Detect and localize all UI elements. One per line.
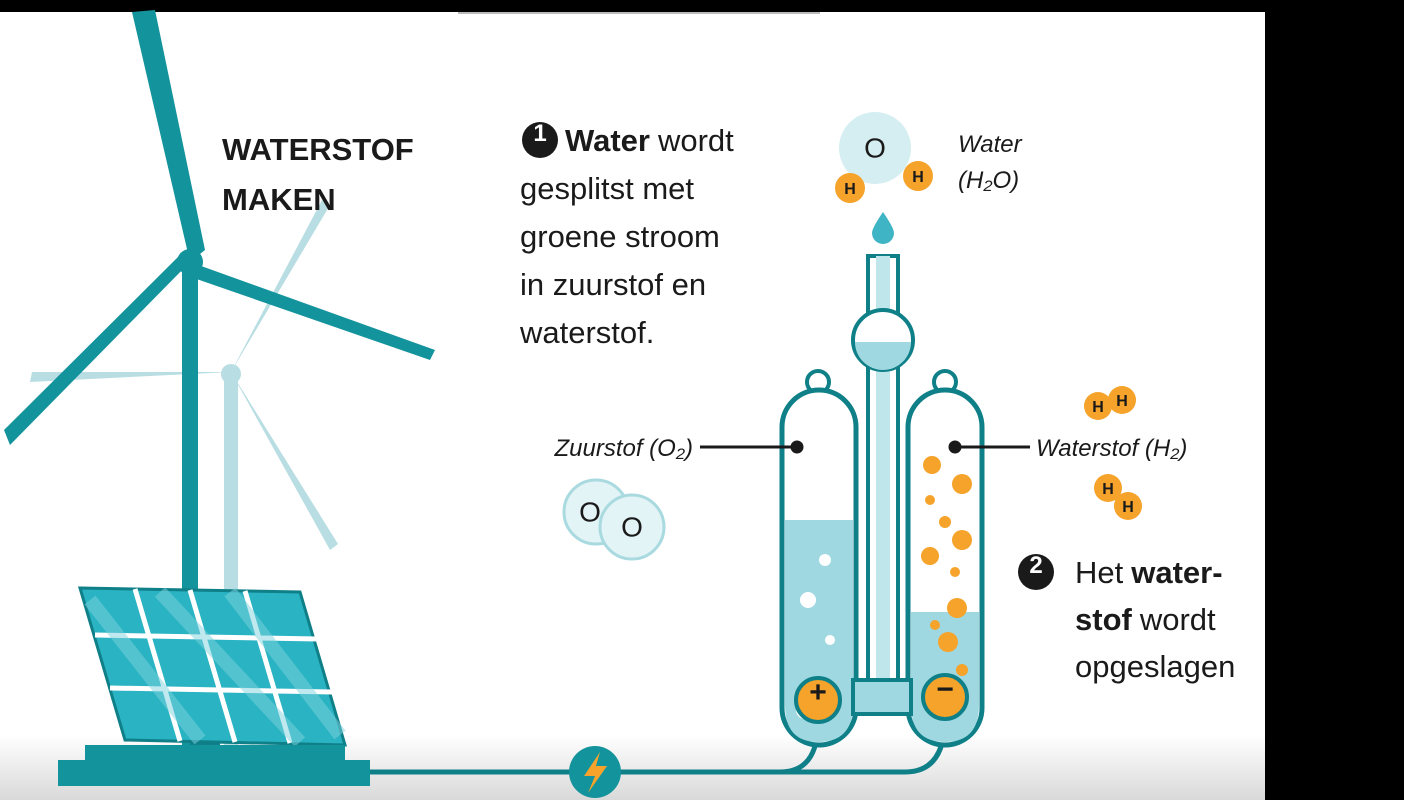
atom: H <box>912 169 924 186</box>
atom: H <box>844 181 856 198</box>
electrolyzer-part-part <box>805 473 819 487</box>
step-text: groene stroom <box>520 219 720 254</box>
water-formula: (H₂O) <box>958 167 1019 194</box>
electrolyzer-part-part <box>952 530 972 550</box>
step-text: wordt <box>1139 602 1216 637</box>
electrolyzer-part-part <box>925 495 935 505</box>
step-line: opgeslagen <box>1075 649 1235 684</box>
step-line: in zuurstof en <box>520 267 706 302</box>
electrolyzer-part-part <box>821 431 839 449</box>
step-line: waterstof. <box>519 315 654 350</box>
atom: H <box>1092 399 1104 416</box>
electrolyzer-part-part <box>800 592 816 608</box>
step-text: water- <box>1130 555 1222 590</box>
electrolyzer-part <box>853 680 911 714</box>
step-text: Water <box>565 123 650 158</box>
electrolyzer-part-part <box>950 567 960 577</box>
step-text: opgeslagen <box>1075 649 1235 684</box>
hydrogen-label: Waterstof (H₂) <box>1036 435 1187 462</box>
solar-panel-part <box>58 760 370 786</box>
step-text: waterstof. <box>519 315 654 350</box>
atom: O <box>864 132 886 163</box>
electrolyzer-part-part <box>938 632 958 652</box>
infographic: WATERSTOF MAKEN Water (H₂O) O H H Zuurst… <box>0 0 1404 800</box>
step-text: gesplitst met <box>520 171 694 206</box>
leader-lines-part <box>950 442 960 452</box>
atom: O <box>579 496 601 527</box>
power-icon <box>569 746 621 798</box>
atom: O <box>621 511 643 542</box>
step-text: in zuurstof en <box>520 267 706 302</box>
electrolyzer-part-part <box>956 664 968 676</box>
atom: H <box>1116 393 1128 410</box>
step-text: wordt <box>657 123 734 158</box>
step-number: 2 <box>1029 552 1042 579</box>
electrolyzer-part-part <box>939 516 951 528</box>
step-text: stof <box>1075 602 1133 637</box>
step-number: 1 <box>533 120 546 147</box>
electrolyzer-part-part <box>825 635 835 645</box>
atom: H <box>1122 499 1134 516</box>
front-turbine-part <box>177 249 203 275</box>
atom: H <box>1102 481 1114 498</box>
electrolyzer-part-part <box>930 620 940 630</box>
step-line: gesplitst met <box>520 171 694 206</box>
electrolyzer-part-part <box>819 554 831 566</box>
electrode-sign: − <box>936 673 954 706</box>
electrolyzer-part-part <box>921 547 939 565</box>
leader-lines-part <box>792 442 802 452</box>
electrolyzer-part-part <box>952 474 972 494</box>
title-line: WATERSTOF <box>222 132 414 167</box>
title-line: MAKEN <box>222 182 336 217</box>
back-turbine-part <box>221 364 241 384</box>
electrolyzer-part-part <box>923 456 941 474</box>
step-line: groene stroom <box>520 219 720 254</box>
electrode-sign: + <box>809 676 827 709</box>
electrolyzer-part-part <box>947 598 967 618</box>
step-text: Het <box>1075 555 1124 590</box>
water-name: Water <box>958 131 1023 158</box>
solar-panel-part <box>85 745 345 760</box>
oxygen-label: Zuurstof (O₂) <box>553 435 693 462</box>
